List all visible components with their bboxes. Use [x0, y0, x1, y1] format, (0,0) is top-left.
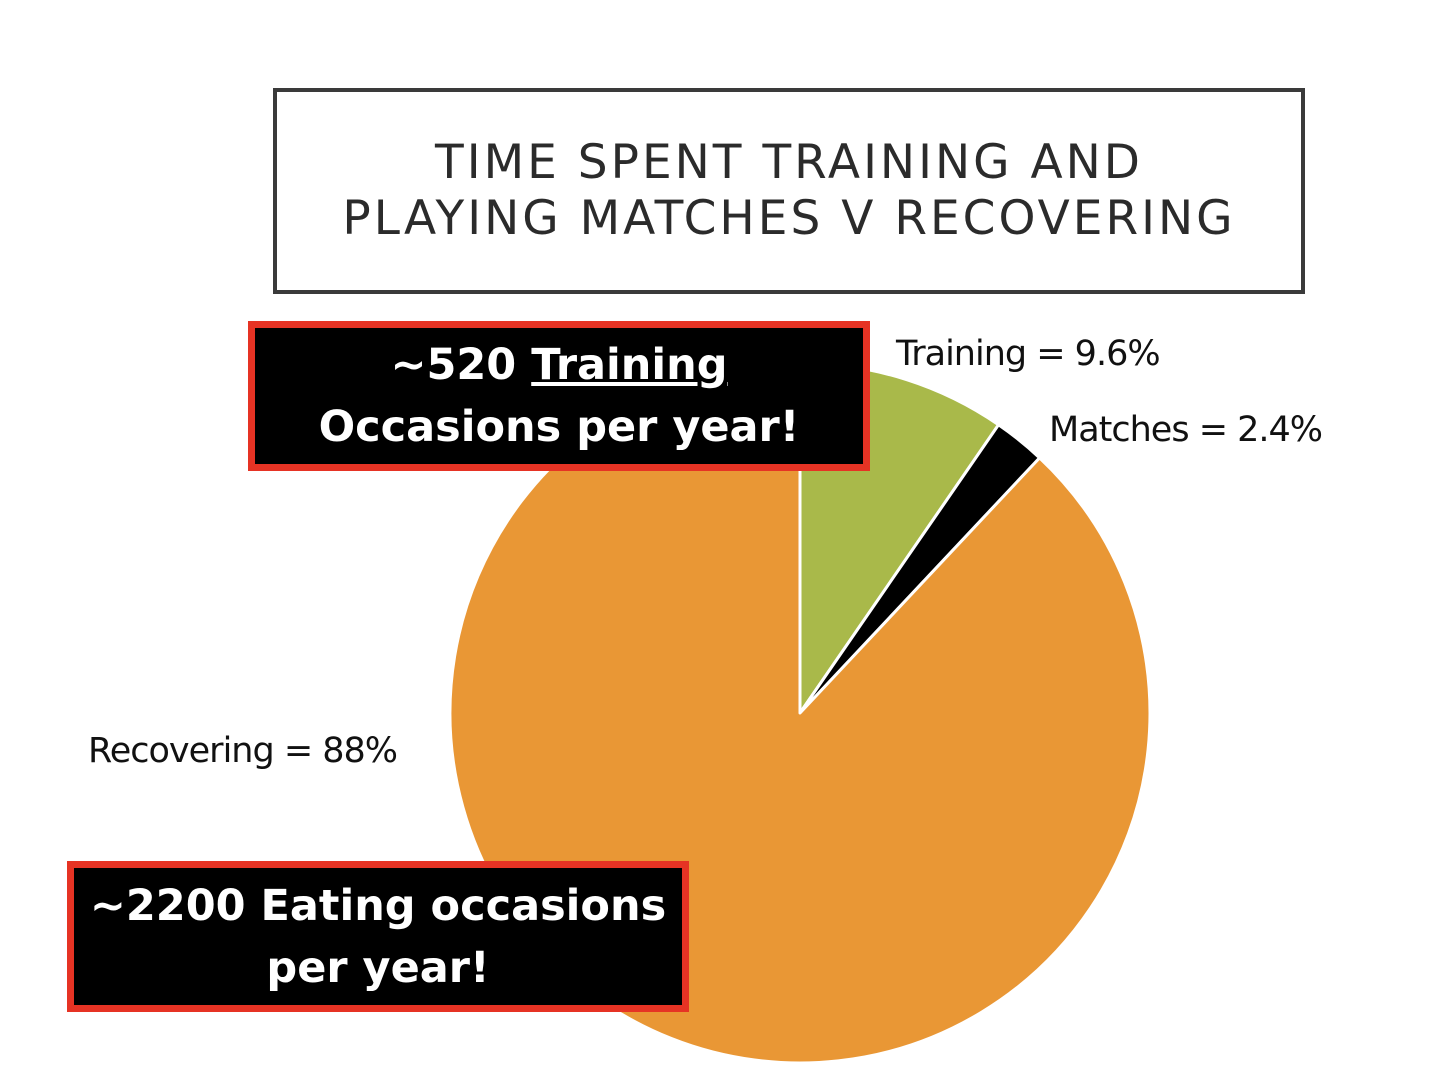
matches-slice-label: Matches = 2.4%	[1049, 410, 1323, 450]
training-callout-line-1: ~520 Training	[390, 334, 727, 396]
training-callout-underlined-word: Training	[531, 340, 728, 390]
eating-occasions-callout: ~2200 Eating occasions per year!	[67, 861, 689, 1012]
chart-title-line-2: PLAYING MATCHES V RECOVERING	[342, 191, 1236, 246]
eating-callout-line-1: ~2200 Eating occasions	[89, 880, 667, 931]
training-occasions-callout: ~520 Training Occasions per year!	[248, 321, 870, 471]
training-callout-count: ~520	[390, 340, 517, 390]
training-callout-line-2: Occasions per year!	[318, 402, 800, 452]
recovering-slice-label: Recovering = 88%	[88, 731, 398, 771]
training-slice-label: Training = 9.6%	[896, 334, 1161, 374]
chart-title: TIME SPENT TRAINING AND PLAYING MATCHES …	[273, 88, 1305, 294]
chart-title-line-1: TIME SPENT TRAINING AND	[435, 135, 1143, 190]
eating-callout-line-2: per year!	[266, 942, 490, 993]
